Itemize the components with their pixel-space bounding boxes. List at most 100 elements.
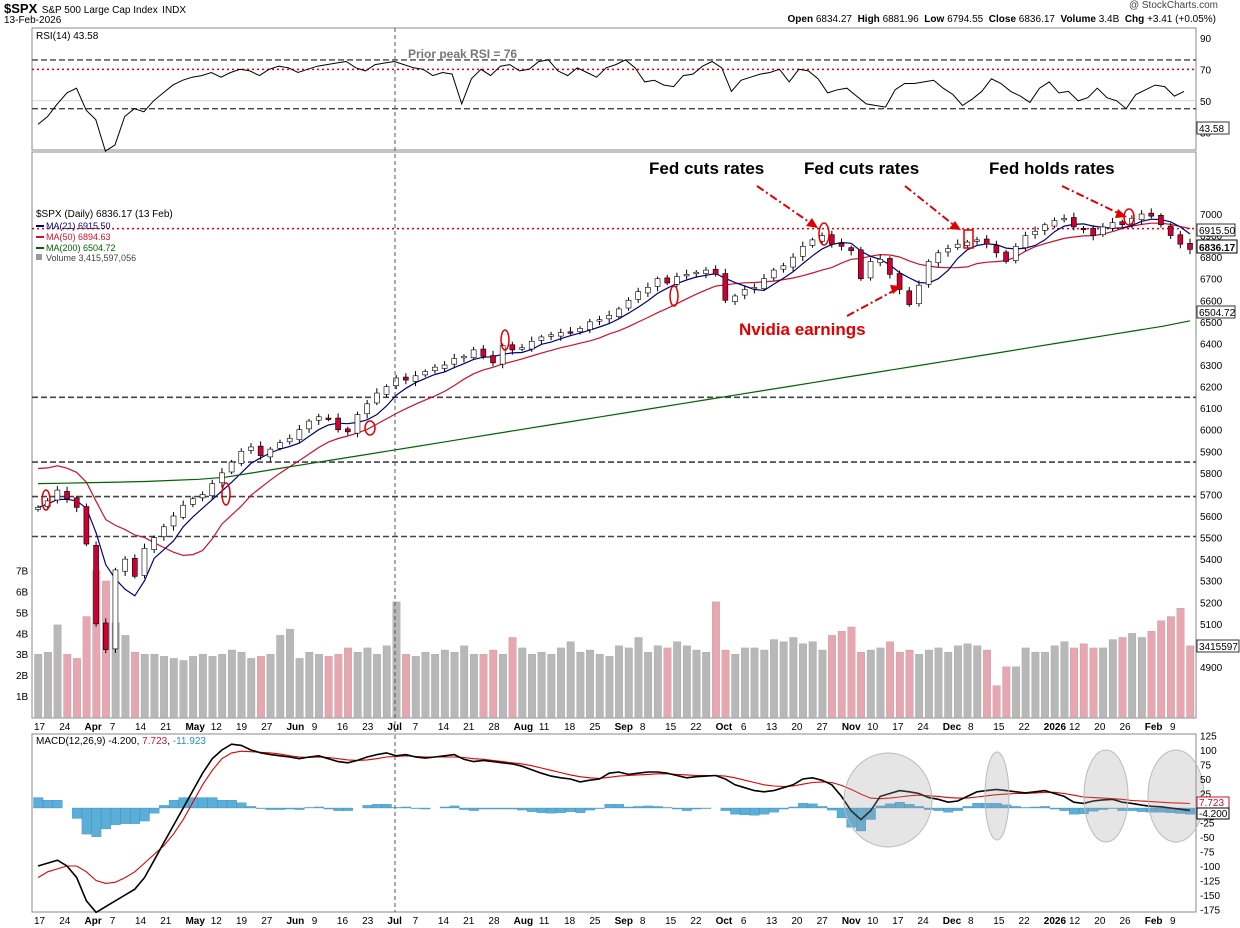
candle-body [1051,220,1058,227]
event-circle [1123,208,1135,226]
volume-bar [1070,647,1078,718]
date-axis-label: 21 [160,916,172,927]
volume-bar [760,649,769,718]
candle-body [393,377,399,387]
date-axis-label: May [185,916,205,927]
volume-bar [537,651,546,718]
macd-histogram-bar [459,807,470,810]
candle-body [1138,213,1145,220]
candle-body [974,239,980,242]
candle-body [35,507,41,510]
macd-label-prefix: MACD(12,26,9) [36,736,105,747]
candle-body [180,504,187,518]
volume-bar [499,654,507,718]
arrowhead-1 [806,218,818,228]
macd-histogram-bar [1156,807,1167,813]
volume-bar [508,637,517,718]
macd-histogram-bar [285,807,295,810]
volume-bar [595,654,604,718]
volume-bar [53,624,62,718]
date-axis-label: Dec [943,722,962,733]
rsi-tick-label: 70 [1200,65,1212,76]
candle-body [432,366,438,371]
volume-bar [770,639,778,718]
volume-bar [808,641,817,718]
date-axis-label: 24 [59,722,71,733]
macd-histogram-bar [556,807,566,813]
candle-body [73,497,80,508]
candle-body [519,347,525,350]
candle-body [93,545,99,625]
candle-body [248,446,254,451]
candle-body [286,438,293,443]
macd-histogram-bar [1069,807,1079,815]
macd-tick-label: 75 [1200,761,1212,772]
candle-body [528,340,535,350]
macd-histogram-bar [1146,807,1157,813]
macd-histogram-bar [1049,807,1060,810]
date-axis-label: 21 [463,916,475,927]
ticker-symbol: $SPX [4,1,38,16]
price-tick-label: 5900 [1200,447,1223,458]
date-axis-label: 9 [312,916,318,927]
candle-body [867,261,874,279]
volume-bar [276,635,285,718]
macd-histogram-bar [468,807,479,811]
volume-bar [353,651,362,718]
date-axis-label: 7 [413,916,419,927]
volume-bar [73,658,81,718]
macd-tick-label: 100 [1200,746,1217,757]
arrowhead-4 [890,285,902,294]
price-tick-label: 6700 [1200,275,1223,286]
candle-body [354,414,361,434]
date-axis-label: 24 [59,916,71,927]
macd-histogram-bar [294,807,305,810]
ma200-tag: 6504.72 [1199,308,1236,319]
volume-tick-label: 7B [16,566,29,577]
date-axis-label: 6 [741,722,747,733]
volume-bar [1012,666,1020,718]
macd-histogram-bar [662,807,673,809]
annotation-arrows [756,185,1121,317]
date-axis-label: 19 [236,722,248,733]
candle-body [935,252,942,264]
volume-bar [682,645,691,718]
date-axis-label: Nov [842,722,861,733]
price-tick-label: 6300 [1200,361,1223,372]
macd-histogram-bar [527,807,537,812]
volume-bar [305,651,314,718]
macd-histogram-bar [759,807,770,815]
date-axis-label: 10 [867,916,879,927]
date-axis-label: 20 [1094,722,1106,733]
macd-highlight-ellipse [1147,749,1205,843]
macd-histogram-bar [1040,806,1050,809]
date-axis-label: 12 [211,722,223,733]
macd-histogram-bar [623,806,634,809]
volume-bar [334,654,343,718]
volume-bar [741,647,749,718]
rsi-layer [32,59,1196,152]
watermark: @ StockCharts.com [1128,0,1218,11]
candle-body [209,483,216,497]
high-label: High [857,14,880,25]
volume-bar [905,649,914,718]
volume-tick-label: 6B [16,587,29,598]
candle-body [199,494,206,499]
macd-histogram-bar [769,807,779,813]
date-axis-label: 18 [564,722,576,733]
candle-body [848,247,854,251]
low-label: Low [924,14,945,25]
macd-histogram-bar [701,807,712,809]
macd-histogram-bar [246,806,257,809]
candle-body [1022,235,1029,248]
candle-body [1061,218,1067,221]
volume-bar [963,643,972,718]
candle-body [480,348,487,357]
macd-histogram-bar [575,807,586,813]
candle-body [1187,243,1193,250]
date-axis-label: 9 [312,722,318,733]
macd-histogram-bar [343,807,353,811]
ma200-legend: MA(200) 6504.72 [46,243,116,253]
candle-body [296,429,303,440]
volume-bar [411,656,420,718]
